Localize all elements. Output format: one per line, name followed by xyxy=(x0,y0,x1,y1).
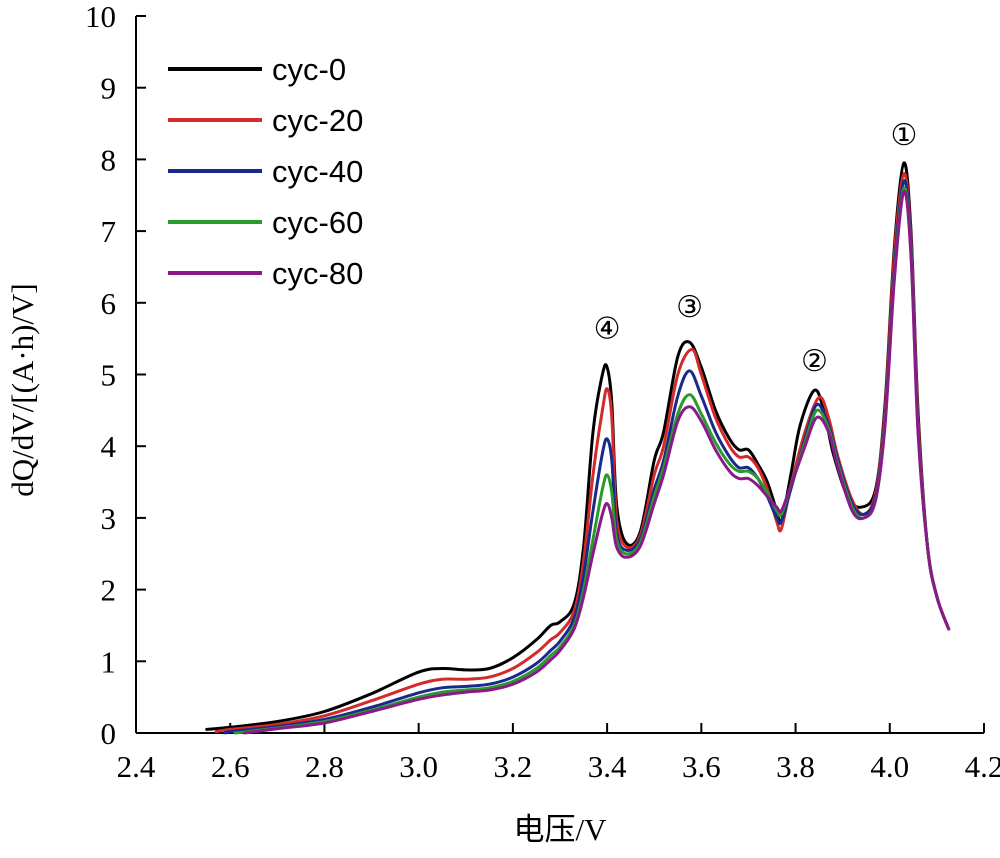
legend-label: cyc-0 xyxy=(272,52,346,87)
legend: cyc-0 cyc-20 cyc-40 cyc-60 cyc-80 xyxy=(168,52,363,291)
y-tick-label: 6 xyxy=(101,286,117,321)
x-tick-label: 4.0 xyxy=(870,749,909,784)
y-tick-label: 2 xyxy=(101,573,117,608)
y-tick-label: 9 xyxy=(101,71,117,106)
series-line-cyc-80 xyxy=(242,190,951,735)
peak-annotations: ① ② ③ ④ xyxy=(594,119,918,378)
x-tick-label: 3.6 xyxy=(682,749,721,784)
x-tick-label: 2.4 xyxy=(117,749,156,784)
x-tick-label: 2.6 xyxy=(211,749,250,784)
x-axis-title: 电压/V xyxy=(514,812,608,847)
x-tick-label: 3.0 xyxy=(399,749,438,784)
peak-label: ③ xyxy=(676,291,703,324)
peak-label: ① xyxy=(890,119,917,152)
series-line-cyc-0 xyxy=(205,161,951,731)
y-tick-label: 10 xyxy=(85,0,116,34)
x-ticks: 2.4 2.6 2.8 3.0 3.2 3.4 3.6 3.8 4.0 4.2 xyxy=(117,723,1000,784)
y-tick-label: 8 xyxy=(101,142,117,177)
peak-label: ② xyxy=(801,345,828,378)
x-tick-label: 3.8 xyxy=(776,749,815,784)
peak-label: ④ xyxy=(594,313,621,346)
legend-label: cyc-20 xyxy=(272,103,363,138)
y-ticks: 0 1 2 3 4 5 6 7 8 9 10 xyxy=(85,0,146,751)
y-tick-label: 7 xyxy=(101,214,117,249)
y-tick-label: 0 xyxy=(101,716,117,751)
y-tick-label: 5 xyxy=(101,358,117,393)
x-tick-label: 3.2 xyxy=(494,749,533,784)
legend-label: cyc-40 xyxy=(272,154,363,189)
y-axis-title: dQ/dV/[(A·h)/V] xyxy=(5,283,40,497)
y-tick-label: 3 xyxy=(101,501,117,536)
series-lines xyxy=(205,161,951,735)
y-tick-label: 4 xyxy=(101,429,117,464)
axes xyxy=(135,16,984,734)
x-tick-label: 4.2 xyxy=(965,749,1000,784)
legend-label: cyc-60 xyxy=(272,205,363,240)
legend-label: cyc-80 xyxy=(272,256,363,291)
y-tick-label: 1 xyxy=(101,644,117,679)
x-tick-label: 2.8 xyxy=(305,749,344,784)
x-tick-label: 3.4 xyxy=(588,749,627,784)
